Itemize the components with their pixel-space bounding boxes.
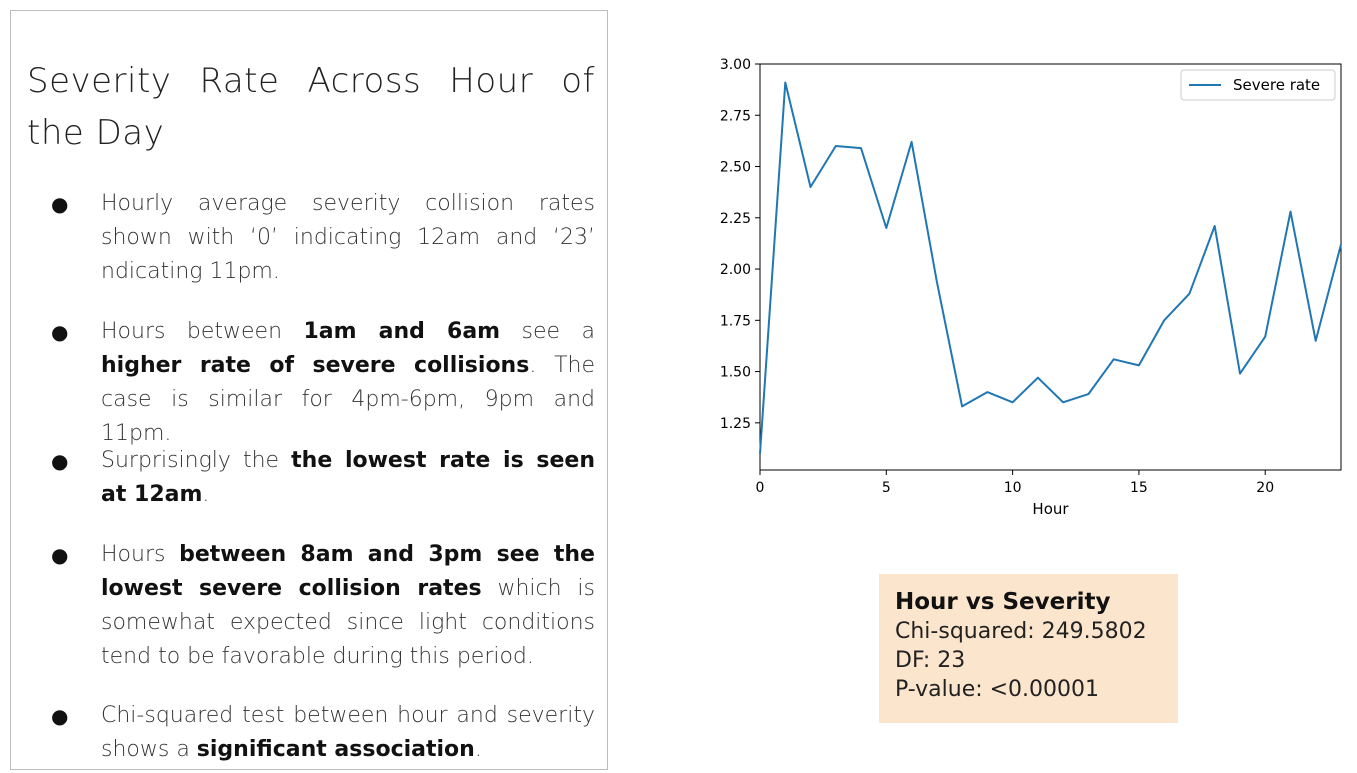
bullet-run: . bbox=[474, 737, 482, 762]
bullet-run: see a bbox=[500, 319, 595, 344]
bullet-dot-icon: ● bbox=[51, 320, 69, 344]
bullet-dot-icon: ● bbox=[51, 543, 69, 567]
bullet-text: Hours between 1am and 6am see a higher r… bbox=[101, 315, 595, 451]
x-tick-label: 5 bbox=[882, 480, 891, 496]
stat-p-value: P-value: <0.00001 bbox=[895, 677, 1100, 702]
bullet-emphasis: significant association bbox=[196, 737, 475, 762]
y-tick-label: 2.75 bbox=[720, 108, 751, 124]
bullet-run: . The case is similar for 4pm-6pm, 9pm a… bbox=[101, 353, 596, 446]
y-tick-label: 2.00 bbox=[720, 262, 751, 278]
bullet-run: . bbox=[202, 482, 210, 507]
bullet-emphasis: the lowest rate is seen at 12am bbox=[101, 448, 595, 507]
bullet-text: Hours between 8am and 3pm see the lowest… bbox=[101, 538, 595, 674]
bullet-text: Hourly average severity collision rates … bbox=[101, 187, 595, 289]
bullet-dot-icon: ● bbox=[51, 192, 69, 216]
text-panel: Severity Rate Across Hour of the Day ● H… bbox=[10, 10, 608, 770]
slide-title: Severity Rate Across Hour of the Day bbox=[27, 61, 595, 153]
bullet-run: Hours bbox=[101, 542, 180, 567]
bullet-text: Surprisingly the the lowest rate is seen… bbox=[101, 444, 595, 512]
legend-box bbox=[1180, 69, 1336, 101]
x-tick-label: 20 bbox=[1256, 480, 1274, 496]
stat-df: DF: 23 bbox=[895, 648, 966, 673]
y-tick-label: 1.25 bbox=[720, 416, 751, 432]
severity-line-chart: 0 5 10 15 20 1.25 1.50 1.75 2.00 2.25 2.50 2.75 3.00… bbox=[720, 57, 1342, 518]
series-line bbox=[759, 81, 1342, 454]
y-tick-label: 1.75 bbox=[720, 313, 751, 329]
x-tick-label: 10 bbox=[1004, 480, 1022, 496]
stats-title: Hour vs Severity bbox=[895, 589, 1111, 615]
bullet-run: which is somewhat expected since light c… bbox=[101, 576, 595, 669]
bullet-dot-icon: ● bbox=[51, 704, 69, 728]
bullet-run: Hourly average severity collision rates … bbox=[101, 191, 595, 284]
stat-chi-squared: Chi-squared: 249.5802 bbox=[895, 619, 1147, 644]
y-tick-label: 3.00 bbox=[720, 57, 751, 73]
stats-box: Hour vs Severity Chi-squared: 249.5802 D… bbox=[879, 574, 1178, 723]
bullet-run: Surprisingly the bbox=[101, 448, 292, 473]
bullet-text: Chi-squared test between hour and severi… bbox=[101, 699, 595, 767]
x-tick-label: 15 bbox=[1130, 480, 1148, 496]
x-axis-label: Hour bbox=[1032, 500, 1069, 518]
bullet-dot-icon: ● bbox=[51, 449, 69, 473]
bullet-emphasis: higher rate of severe collisions bbox=[101, 353, 530, 378]
y-tick-label: 1.50 bbox=[720, 365, 751, 381]
plot-frame bbox=[759, 63, 1342, 471]
y-tick-label: 2.25 bbox=[720, 211, 751, 227]
bullet-emphasis: between 8am and 3pm see the lowest sever… bbox=[101, 542, 595, 601]
bullet-emphasis: 1am and 6am bbox=[303, 319, 501, 344]
x-tick-label: 0 bbox=[756, 480, 765, 496]
bullet-run: Chi-squared test between hour and severi… bbox=[101, 703, 595, 762]
bullet-run: Hours between bbox=[101, 319, 304, 344]
y-tick-label: 2.50 bbox=[720, 160, 751, 176]
legend-label: Severe rate bbox=[1233, 76, 1320, 94]
